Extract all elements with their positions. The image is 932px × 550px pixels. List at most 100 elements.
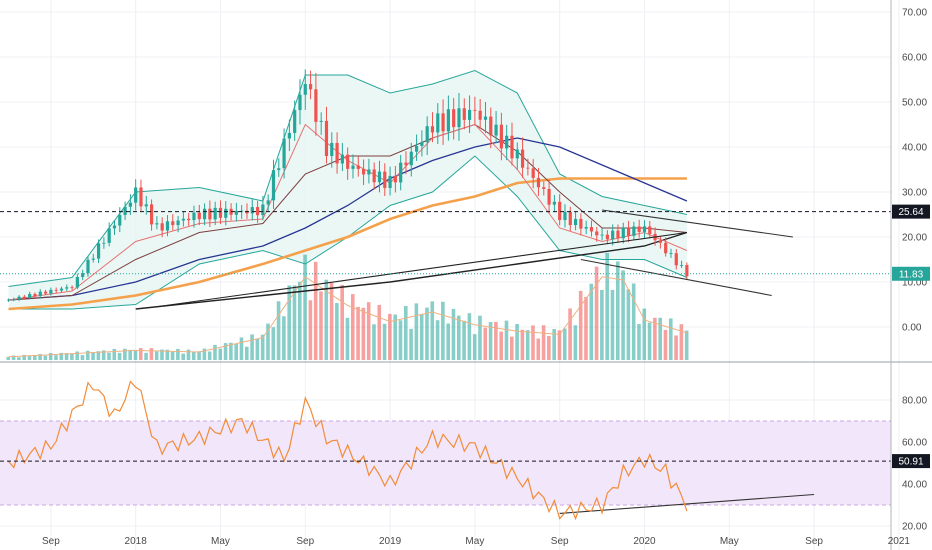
candle-body xyxy=(483,116,488,120)
candle-body xyxy=(436,113,440,133)
volume-bar xyxy=(70,353,74,360)
candle-body xyxy=(462,108,466,120)
volume-bar xyxy=(297,281,302,360)
candle-body xyxy=(319,120,323,122)
time-tick-label: 2019 xyxy=(379,536,402,547)
volume-bar xyxy=(547,335,551,360)
bollinger-upper xyxy=(8,69,688,287)
volume-bar xyxy=(165,349,170,360)
candle-body xyxy=(457,108,461,128)
volume-bar xyxy=(456,315,461,360)
volume-bar xyxy=(541,325,546,360)
price-axis[interactable]: 70.00 60.00 50.00 40.00 30.00 20.00 10.00 0.00 xyxy=(902,8,927,334)
volume-bar xyxy=(186,349,191,360)
volume-bar xyxy=(27,355,32,360)
volume-bar xyxy=(684,330,689,360)
candle-body xyxy=(181,218,185,221)
volume-bar xyxy=(658,317,662,360)
candle-body xyxy=(637,226,641,232)
price-tick-label: 50.00 xyxy=(902,98,927,109)
candle-body xyxy=(388,175,392,189)
volume-bar xyxy=(631,283,636,360)
candle-body xyxy=(308,84,313,90)
time-tick-label: Sep xyxy=(296,536,314,547)
volume-bar xyxy=(578,290,583,360)
candle-body xyxy=(176,220,180,226)
volume-bar xyxy=(483,327,488,360)
volume-bar xyxy=(303,254,307,360)
volume-bar xyxy=(59,352,64,360)
volume-bar xyxy=(197,351,201,360)
candle-body xyxy=(33,293,37,297)
volume-bar xyxy=(117,352,122,360)
volume-bar xyxy=(350,294,355,360)
candle-body xyxy=(664,242,668,254)
trendlines-layer[interactable] xyxy=(156,209,815,514)
candle-body xyxy=(420,142,424,147)
sma-black-line xyxy=(135,231,688,310)
volume-bar xyxy=(472,334,477,360)
candle-body xyxy=(303,84,307,95)
time-axis[interactable]: Sep2018MaySep2019MaySep2020MaySep2021May… xyxy=(42,536,932,547)
volume-bar xyxy=(271,327,276,360)
volume-bar xyxy=(292,285,297,360)
candle-body xyxy=(187,218,191,221)
candle-body xyxy=(611,230,615,240)
volume-bar xyxy=(123,348,127,360)
volume-bar xyxy=(96,351,101,360)
candle-body xyxy=(330,142,334,156)
volume-bar xyxy=(133,349,138,360)
candle-body xyxy=(441,113,445,132)
candle-body xyxy=(425,126,429,143)
candle-body xyxy=(213,207,217,220)
volume-bar xyxy=(112,348,117,360)
volume-bar xyxy=(441,301,445,360)
price-tick-label: 60.00 xyxy=(902,53,927,64)
price-tick-label: 40.00 xyxy=(902,143,927,154)
candle-body xyxy=(626,227,631,236)
volume-bar xyxy=(128,349,132,360)
volume-bar xyxy=(144,352,148,360)
rsi-line xyxy=(8,380,688,521)
candle-body xyxy=(192,212,196,221)
price-tick-label: 20.00 xyxy=(902,233,927,244)
volume-bar xyxy=(64,353,69,360)
volume-bar xyxy=(615,261,620,360)
candle-body xyxy=(70,287,74,289)
volume-bar xyxy=(419,313,424,360)
volume-bar xyxy=(403,306,408,360)
volume-bar xyxy=(38,354,42,360)
volume-bar xyxy=(324,279,329,360)
rsi-value-badge-bg xyxy=(892,454,930,469)
rsi-tick-label: 20.00 xyxy=(902,522,927,533)
time-tick-label: 2020 xyxy=(633,536,656,547)
candle-body xyxy=(494,124,498,136)
rsi-value-badge: 50.91 xyxy=(898,457,923,468)
candle-body xyxy=(208,208,212,220)
volume-bar xyxy=(138,348,143,360)
candle-body xyxy=(86,259,90,274)
volume-bar xyxy=(6,356,11,360)
candle-body xyxy=(568,211,572,226)
candle-body xyxy=(17,296,21,300)
volume-bar xyxy=(642,308,647,360)
rsi-tick-label: 60.00 xyxy=(902,438,927,449)
rsi-axis[interactable]: 80.00 60.00 40.00 20.00 xyxy=(902,396,927,533)
volume-bar xyxy=(562,328,567,360)
candle-body xyxy=(250,207,254,214)
volume-bar xyxy=(446,323,450,360)
volume-bar xyxy=(11,355,16,360)
candle-body xyxy=(616,230,620,239)
candle-body xyxy=(367,169,371,175)
volume-bar xyxy=(313,261,318,360)
volume-bar xyxy=(377,304,382,360)
volume-bar xyxy=(356,306,360,360)
volume-bar xyxy=(181,353,185,360)
volume-bar xyxy=(494,321,498,360)
volume-bar xyxy=(637,324,641,360)
level-badge-bg xyxy=(892,204,930,219)
volume-bar xyxy=(525,330,530,360)
volume-bar xyxy=(75,351,79,360)
candle-body xyxy=(128,202,132,207)
